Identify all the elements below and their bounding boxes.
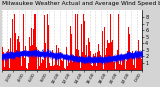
Text: Milwaukee Weather Actual and Average Wind Speed by Minute mph (Last 24 Hours): Milwaukee Weather Actual and Average Win… xyxy=(2,1,160,6)
